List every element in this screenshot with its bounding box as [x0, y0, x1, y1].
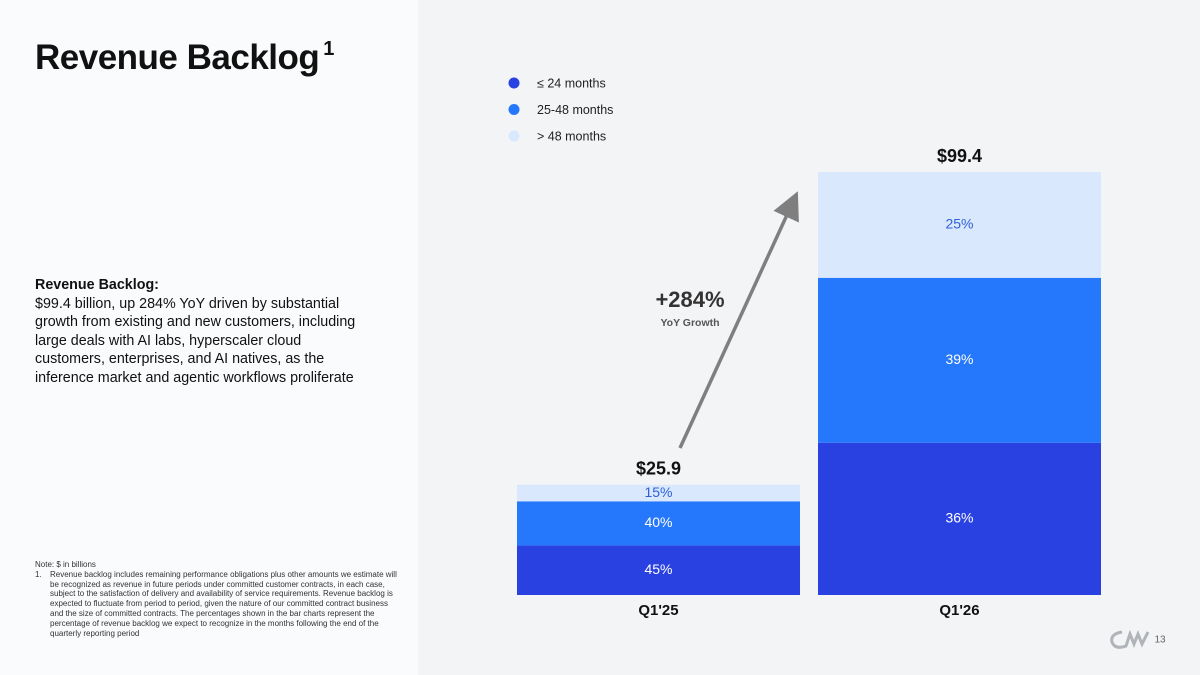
footnote: Note: $ in billions 1. Revenue backlog in… [35, 560, 400, 638]
left-panel [0, 0, 418, 675]
annotation-subtext: YoY Growth [660, 317, 719, 329]
bar-segment [517, 484, 800, 502]
x-tick-label: Q1'25 [638, 602, 678, 619]
total-label: $25.9 [636, 459, 681, 479]
bar-segment [818, 277, 1101, 443]
title-note: 1 [323, 38, 334, 60]
legend-label: ≤ 24 months [537, 76, 606, 90]
segment-label: 40% [644, 514, 672, 530]
segment-label: 15% [644, 484, 672, 500]
note-label: Note: $ in billions [35, 560, 96, 569]
page-number: 13 [1154, 635, 1166, 646]
segment-label: 45% [644, 561, 672, 577]
legend-marker [508, 104, 520, 115]
segment-label: 36% [945, 510, 973, 526]
legend-label: > 48 months [537, 129, 606, 143]
growth-arrow [678, 191, 799, 449]
description: Revenue Backlog: $99.4 billion, up 284% Y… [35, 276, 365, 387]
bar-segment [818, 172, 1101, 278]
annotation: +284% [655, 287, 724, 312]
title-text: Revenue Backlog [35, 38, 320, 77]
bar-segment [517, 501, 800, 546]
total-label: $99.4 [937, 146, 982, 166]
x-tick-label: Q1'26 [939, 602, 979, 619]
bar-segment [818, 442, 1101, 595]
note-marker: 1. [35, 569, 42, 579]
legend-label: 25-48 months [537, 103, 613, 117]
bar-segment [517, 545, 800, 595]
legend-marker [508, 130, 520, 142]
note-text: Revenue backlog includes remaining perfo… [50, 569, 397, 638]
segment-label: 39% [945, 351, 973, 367]
description-heading: Revenue Backlog: [35, 277, 159, 293]
note-item: 1. Revenue backlog includes remaining per… [35, 570, 400, 639]
segment-label: 25% [945, 216, 973, 232]
slide-title: Revenue Backlog 1 [35, 38, 334, 78]
logo [1110, 629, 1150, 649]
description-body: $99.4 billion, up 284% YoY driven by sub… [35, 295, 356, 386]
legend-marker [508, 77, 520, 89]
